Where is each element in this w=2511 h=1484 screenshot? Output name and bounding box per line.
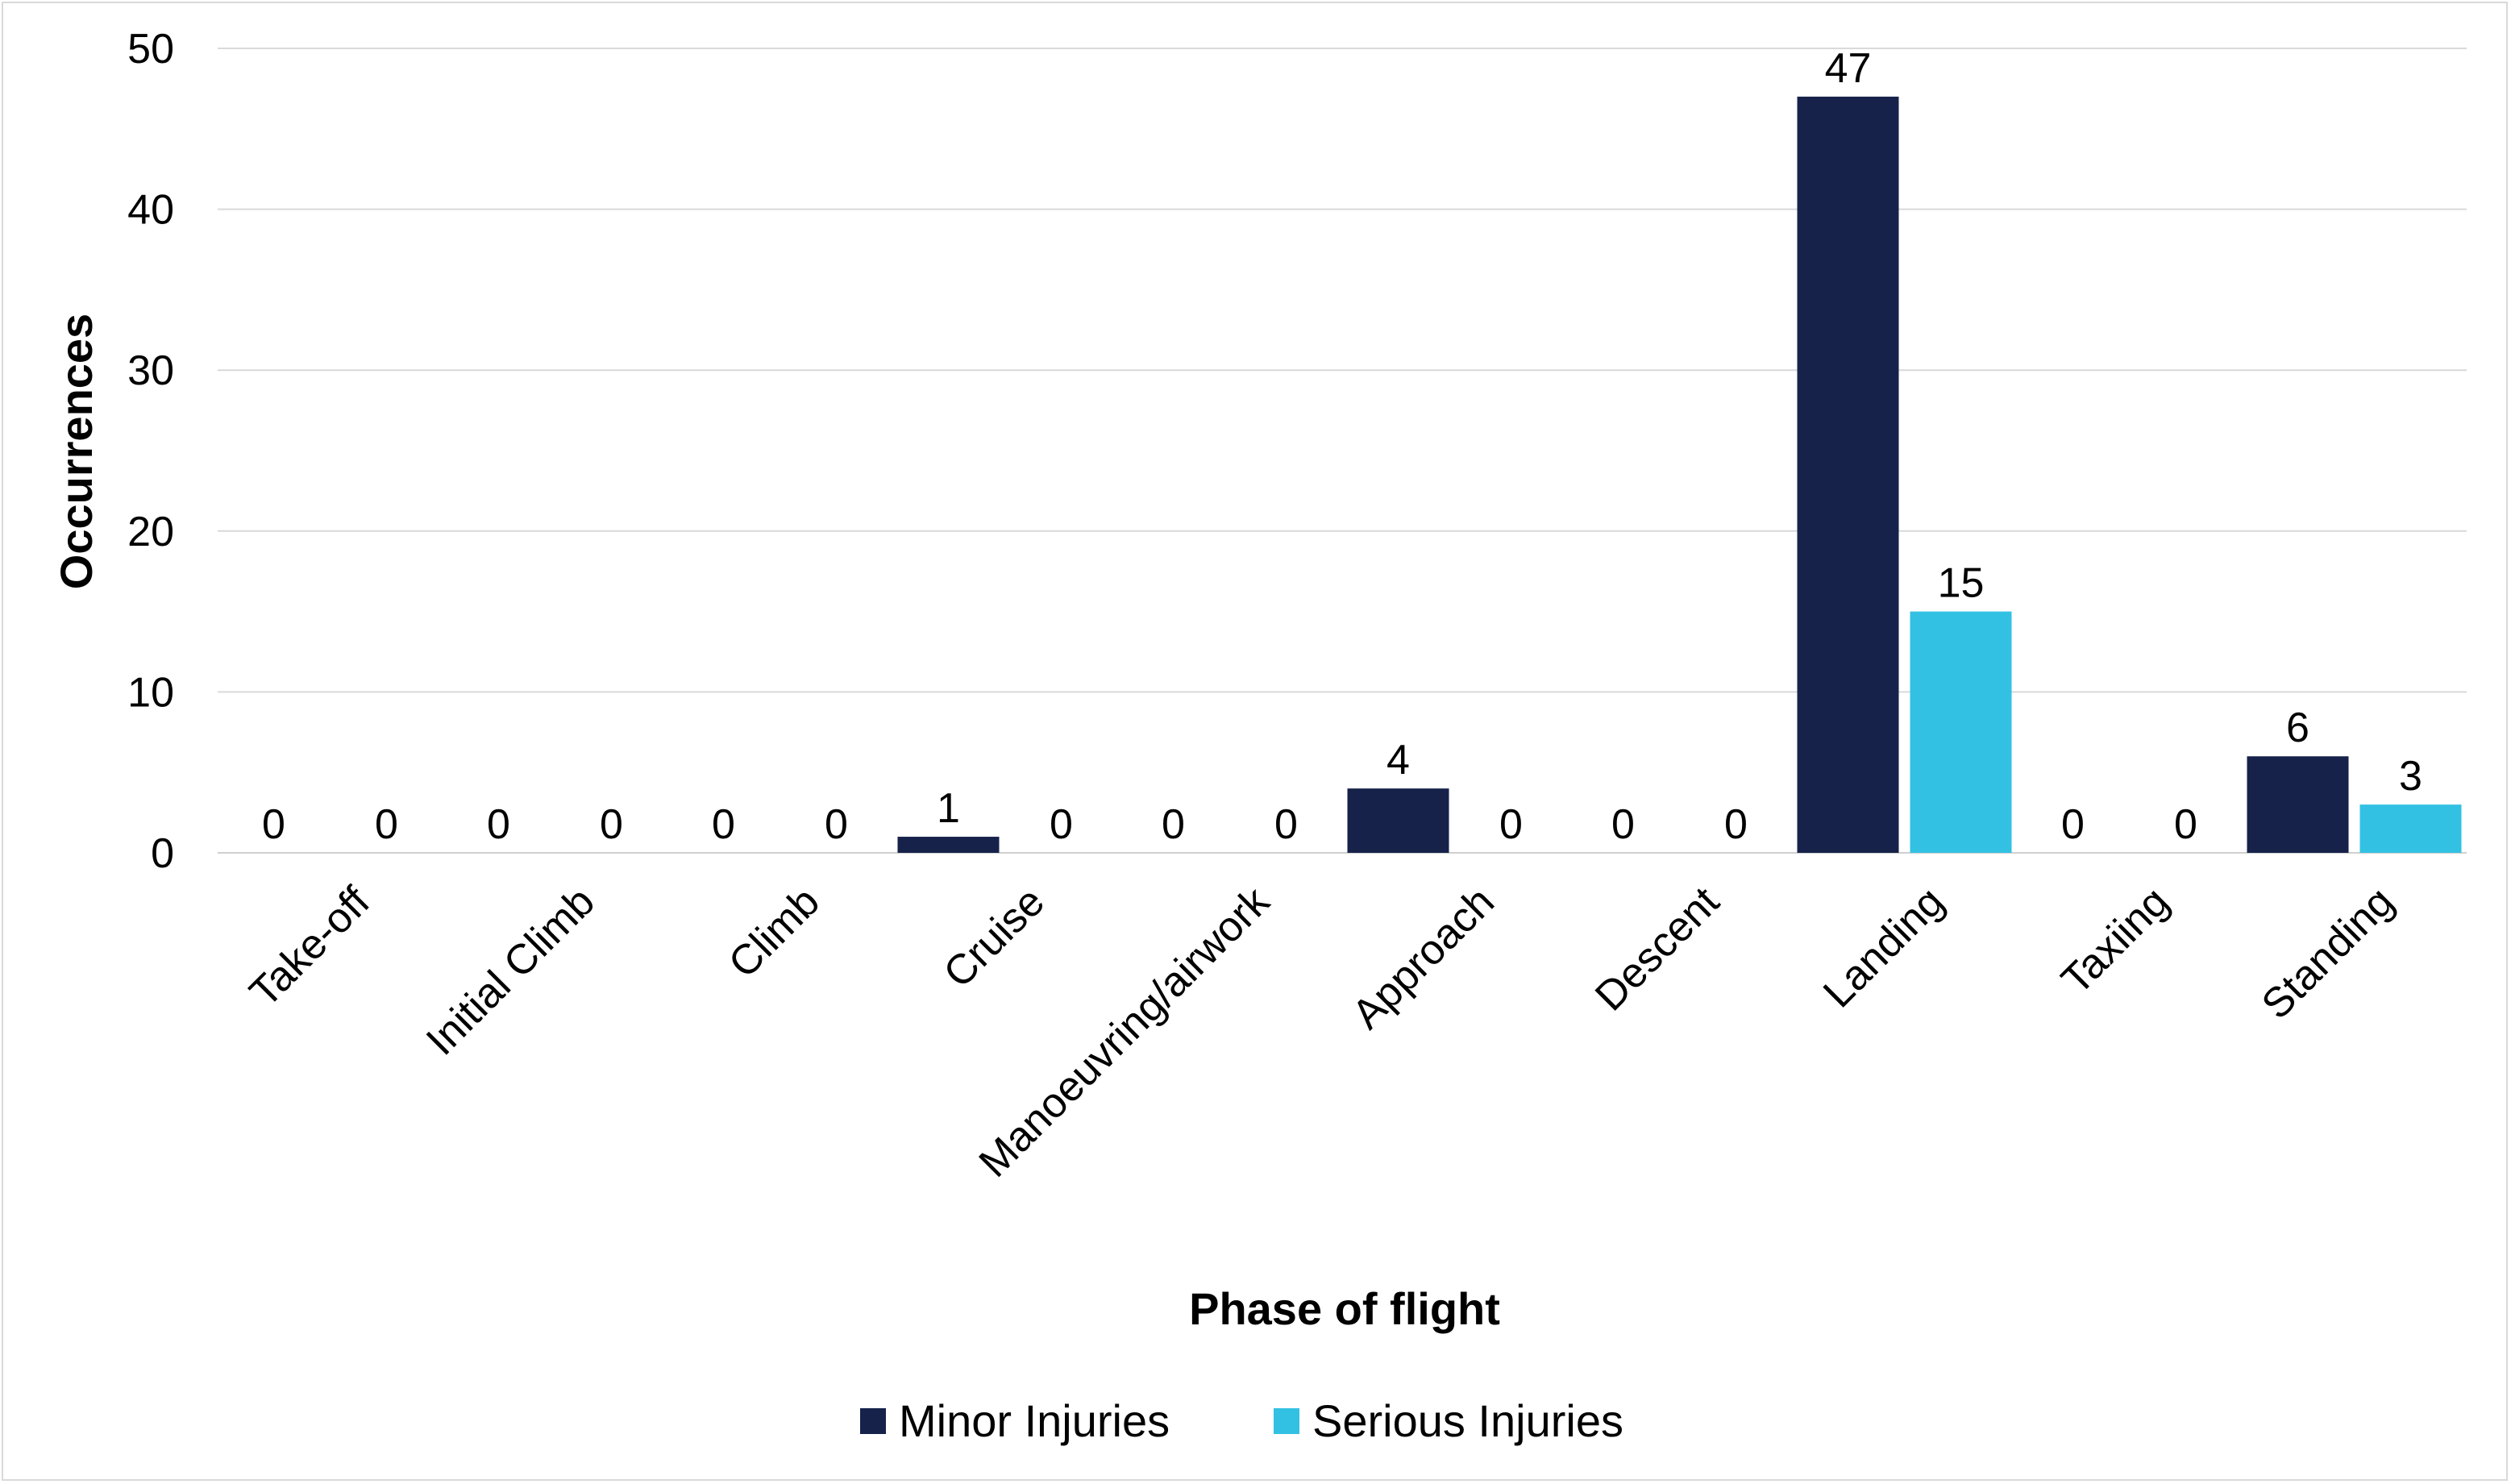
legend-label-minor-injuries: Minor Injuries — [899, 1395, 1170, 1446]
legend-swatch-minor-injuries — [860, 1408, 886, 1434]
y-axis-title: Occurrences — [51, 314, 102, 589]
bar-minor-injuries-landing — [1797, 96, 1899, 853]
x-tick-label-approach: Approach — [1344, 878, 1503, 1037]
legend-label-serious-injuries: Serious Injuries — [1312, 1395, 1623, 1446]
x-tick-label-landing: Landing — [1815, 878, 1953, 1016]
bar-minor-injuries-approach — [1347, 788, 1449, 853]
data-label-serious-injuries-approach: 0 — [1499, 801, 1523, 848]
data-label-minor-injuries-initial-climb: 0 — [487, 801, 510, 848]
y-tick-label-0: 0 — [151, 830, 174, 877]
bar-serious-injuries-standing — [2359, 804, 2462, 853]
legend: Minor Injuries Serious Injuries — [860, 1395, 1623, 1446]
data-label-serious-injuries-taxiing: 0 — [2174, 801, 2197, 848]
bar-serious-injuries-landing — [1910, 611, 2012, 853]
data-labels: 0 0 0 0 0 0 1 0 0 0 4 0 0 0 47 15 0 0 6 3 — [262, 45, 2422, 848]
data-label-minor-injuries-manoeuvring-airwork: 0 — [1162, 801, 1185, 848]
data-label-minor-injuries-take-off: 0 — [262, 801, 285, 848]
bars — [897, 96, 2462, 853]
y-tick-label-30: 30 — [127, 347, 174, 394]
gridlines — [218, 48, 2467, 854]
data-label-serious-injuries-initial-climb: 0 — [600, 801, 623, 848]
data-label-serious-injuries-cruise: 0 — [1050, 801, 1073, 848]
x-tick-label-descent: Descent — [1586, 878, 1728, 1020]
y-tick-label-50: 50 — [127, 26, 174, 73]
y-tick-label-10: 10 — [127, 669, 174, 716]
y-tick-label-40: 40 — [127, 187, 174, 234]
data-label-minor-injuries-climb: 0 — [712, 801, 735, 848]
data-label-serious-injuries-landing: 15 — [1938, 560, 1985, 607]
bar-minor-injuries-cruise — [897, 837, 1000, 853]
data-label-serious-injuries-manoeuvring-airwork: 0 — [1274, 801, 1298, 848]
data-label-serious-injuries-take-off: 0 — [375, 801, 398, 848]
data-label-serious-injuries-descent: 0 — [1724, 801, 1748, 848]
data-label-minor-injuries-landing: 47 — [1825, 45, 1872, 92]
x-tick-label-initial-climb: Initial Climb — [418, 878, 604, 1064]
x-tick-label-taxiing: Taxiing — [2053, 878, 2178, 1003]
x-tick-labels: Take-off Initial Climb Climb CruiseManoeuvr… — [241, 878, 2403, 1187]
x-tick-label-cruise: Cruise — [935, 878, 1054, 996]
data-label-minor-injuries-taxiing: 0 — [2061, 801, 2085, 848]
y-tick-labels: 0 10 20 30 40 50 — [127, 26, 174, 877]
bar-minor-injuries-standing — [2247, 756, 2349, 853]
data-label-minor-injuries-cruise: 1 — [937, 785, 960, 832]
data-label-serious-injuries-standing: 3 — [2399, 753, 2422, 800]
x-tick-label-standing: Standing — [2253, 878, 2403, 1028]
x-axis-title: Phase of flight — [1189, 1283, 1500, 1334]
data-label-minor-injuries-standing: 6 — [2286, 705, 2309, 751]
y-tick-label-20: 20 — [127, 509, 174, 555]
data-label-serious-injuries-climb: 0 — [825, 801, 848, 848]
data-label-minor-injuries-descent: 0 — [1611, 801, 1635, 848]
x-tick-label-climb: Climb — [720, 878, 829, 987]
legend-swatch-serious-injuries — [1274, 1408, 1299, 1434]
data-label-minor-injuries-approach: 4 — [1386, 737, 1410, 784]
x-tick-label-take-off: Take-off — [241, 878, 380, 1016]
